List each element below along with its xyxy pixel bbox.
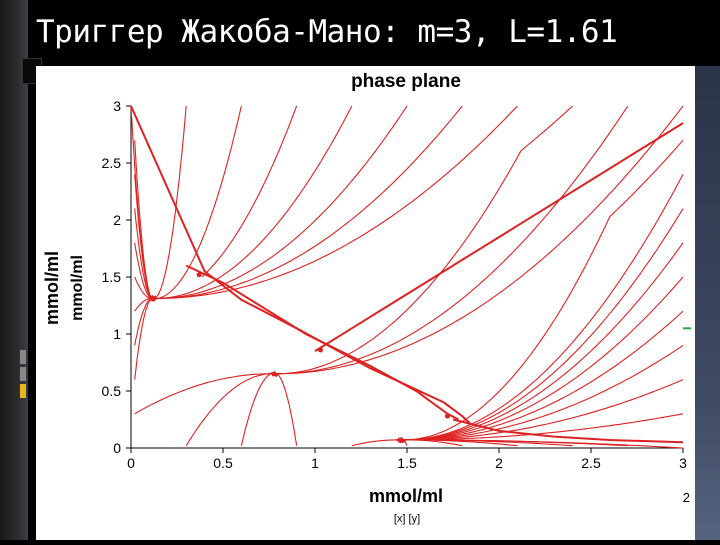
series-layer [130, 105, 691, 444]
x-tick-label: 0.5 [213, 455, 233, 471]
y-tick-label: 3 [113, 98, 121, 114]
side-marks [20, 350, 26, 401]
trajectory-line [271, 105, 573, 377]
separatrix-line [185, 264, 459, 421]
trajectory-line [396, 437, 628, 447]
y-axis-label: mmol/ml [42, 251, 62, 325]
trajectory-line [399, 208, 684, 443]
axes: 0 0.5 1 1.5 2 2.5 3 0 0.5 1 1.5 2 2.5 3 [102, 98, 688, 471]
trajectory-line [399, 344, 684, 443]
y-tick-label: 0.5 [102, 383, 122, 399]
trajectory-line [130, 105, 154, 302]
chart-title: phase plane [351, 71, 461, 92]
attractor-point [318, 347, 324, 353]
trajectory-line [134, 371, 277, 415]
plot-frame: phase plane mmol/ml mmol/ml mmol/ml [x] … [36, 66, 695, 540]
phase-plane-chart: phase plane mmol/ml mmol/ml mmol/ml [x] … [42, 71, 691, 525]
slide-title: Триггер Жакоба-Мано: m=3, L=1.61 [36, 14, 618, 50]
y-tick-label: 1 [113, 326, 121, 342]
y-tick-label: 0 [113, 440, 121, 456]
attractor-point [444, 413, 450, 419]
trajectory-line [134, 140, 154, 302]
y-tick-label: 1.5 [102, 269, 122, 285]
trajectory-line [271, 105, 629, 378]
trajectory-line [134, 296, 157, 380]
x-tick-label: 1 [311, 455, 319, 471]
left-decor-band [0, 0, 28, 540]
x-axis-label: mmol/ml [369, 486, 443, 506]
trajectory-line [399, 310, 684, 443]
corner-fragment: 2 [683, 490, 690, 505]
x-tick-label: 2 [495, 455, 503, 471]
y-tick-label: 2 [113, 212, 121, 228]
legend: [x] [y] [394, 513, 420, 525]
side-mark-gray [20, 367, 26, 381]
x-tick-label: 3 [679, 455, 687, 471]
trajectory-line [240, 371, 277, 446]
attractor-point [196, 272, 202, 278]
y-axis-label-shadow: mmol/ml [69, 255, 86, 321]
trajectory-line [273, 371, 298, 446]
trajectory-line [151, 105, 187, 301]
trajectory-line [398, 276, 684, 444]
x-tick-label: 2.5 [581, 455, 601, 471]
y-tick-label: 2.5 [102, 155, 122, 171]
right-decor-strip [695, 66, 720, 540]
trajectory-line [151, 105, 353, 302]
trajectories [130, 105, 684, 449]
trajectory-line [201, 105, 298, 278]
x-tick-label: 1.5 [397, 455, 417, 471]
separatrix-line [314, 122, 684, 352]
x-tick-label: 0 [127, 455, 135, 471]
side-mark-gray [20, 350, 26, 364]
trajectory-line [134, 296, 156, 346]
trajectory-line [273, 105, 684, 376]
side-mark-yellow [20, 384, 26, 398]
separatrix-line [452, 418, 684, 444]
